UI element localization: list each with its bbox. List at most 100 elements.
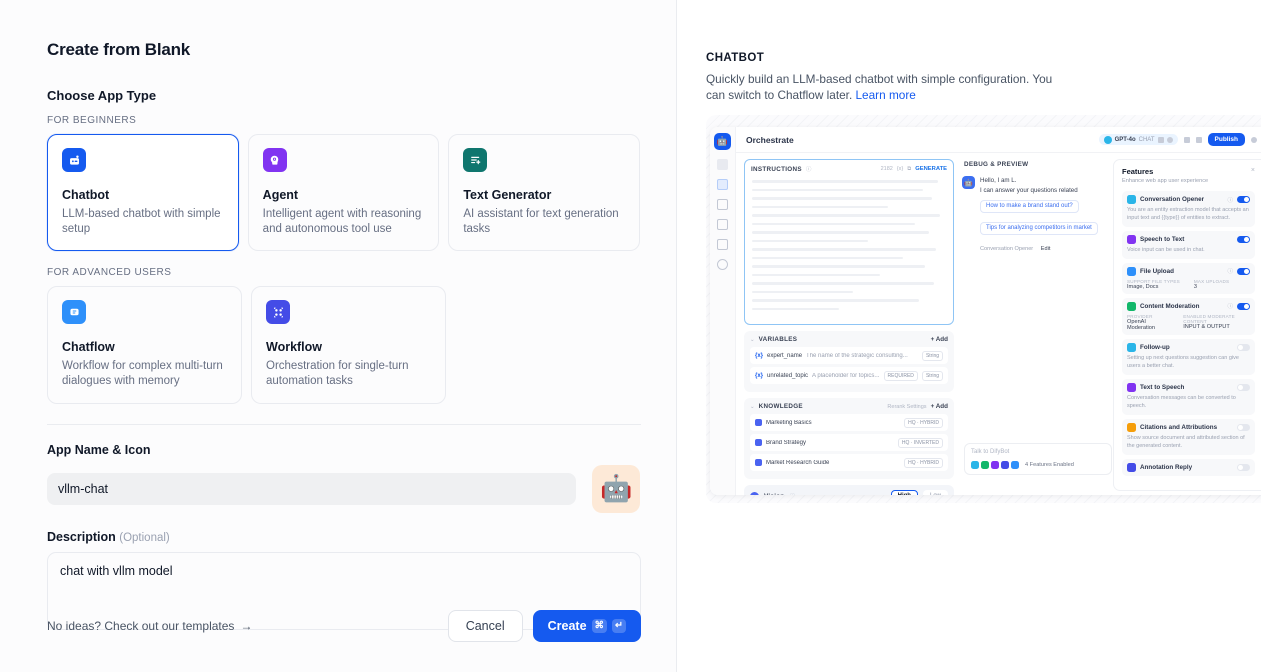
mock-app-title: Orchestrate [746, 134, 794, 145]
preview-description: Quickly build an LLM-based chatbot with … [706, 71, 1056, 104]
mock-config-column: INSTRUCTIONS ⓘ 2182 {x} ⧉ GENERATE [744, 159, 954, 495]
feature-body: Conversation messages can be converted t… [1127, 394, 1236, 409]
feature-name: File Upload [1140, 267, 1174, 275]
learn-more-link[interactable]: Learn more [855, 88, 916, 103]
suggestion-chip[interactable]: How to make a brand stand out? [980, 199, 1079, 213]
suggestion-chip[interactable]: Tips for analyzing competitors in market [980, 221, 1098, 235]
variable-type: String [921, 350, 943, 361]
instructions-header: INSTRUCTIONS ⓘ 2182 {x} ⧉ GENERATE [745, 160, 953, 178]
app-type-card-workflow[interactable]: Workflow Orchestration for single-turn a… [251, 286, 446, 404]
variable-token-icon: {x} [755, 372, 764, 379]
feature-item[interactable]: File Upload ⓘ SUPPORT FILE TYPES Image, … [1122, 262, 1255, 294]
feature-item[interactable]: Content Moderation ⓘ PROVIDER OpenAI Mod… [1122, 297, 1255, 335]
mock-model-selector[interactable]: GPT-4o CHAT [1098, 134, 1178, 145]
feature-toggle[interactable] [1237, 196, 1250, 203]
close-icon[interactable]: × [1250, 167, 1255, 174]
chatbot-icon [62, 148, 86, 172]
chevron-down-icon[interactable] [1183, 136, 1190, 143]
knowledge-title: KNOWLEDGE [758, 403, 803, 410]
bot-avatar-icon: 🤖 [962, 176, 975, 189]
app-icon-picker[interactable]: 🤖 [592, 464, 640, 513]
mock-publish-button[interactable]: Publish [1207, 133, 1245, 146]
variable-row[interactable]: {x} expert_name The name of the strategi… [750, 347, 948, 364]
opener-label: Conversation Opener [980, 245, 1034, 252]
dataset-icon [755, 419, 762, 426]
resolution-low-option[interactable]: Low [922, 490, 948, 495]
vision-icon [750, 491, 759, 495]
feature-name: Content Moderation [1140, 302, 1200, 310]
variable-desc: The name of the strategic consulting... [806, 352, 908, 359]
app-name-input[interactable] [47, 472, 577, 505]
feature-kv-value: 3 [1193, 283, 1197, 290]
model-eye-icon [1166, 136, 1173, 143]
app-type-card-chatflow[interactable]: Chatflow Workflow for complex multi-turn… [47, 286, 242, 404]
mock-sidebar-icon-docs [717, 219, 728, 230]
description-label: Description (Optional) [47, 530, 640, 544]
info-icon: ⓘ [790, 492, 796, 495]
mock-sidebar-icon-monitor [717, 239, 728, 250]
app-type-desc: AI assistant for text generation tasks [463, 208, 619, 235]
feature-item[interactable]: Annotation Reply [1122, 458, 1255, 476]
chat-input-placeholder: Talk to DifyBot [971, 449, 1010, 455]
feature-toggle[interactable] [1237, 302, 1250, 310]
create-button[interactable]: Create ⌘ ↵ [532, 610, 641, 642]
resolution-high-option[interactable]: High [890, 490, 918, 495]
mock-sidebar: 🤖 [710, 127, 736, 495]
knowledge-row[interactable]: Marketing Basics HQ · HYBRID [750, 414, 948, 431]
citations-icon [1127, 422, 1136, 432]
feature-item[interactable]: Follow-up Setting up next questions sugg… [1122, 338, 1255, 375]
workflow-icon [266, 300, 290, 325]
feature-toggle[interactable] [1237, 343, 1250, 351]
variable-row[interactable]: {x} unrelated_topic A placeholder for to… [750, 367, 948, 384]
feature-name: Annotation Reply [1140, 463, 1193, 471]
app-type-card-agent[interactable]: Agent Intelligent agent with reasoning a… [247, 134, 440, 252]
app-type-card-text-generator[interactable]: Text Generator AI assistant for text gen… [448, 134, 641, 252]
follow-up-icon [1127, 342, 1136, 352]
feature-item[interactable]: Citations and Attributions Show source d… [1122, 418, 1255, 455]
knowledge-row[interactable]: Brand Strategy HQ · INVERTED [750, 434, 948, 451]
group-label-advanced: FOR ADVANCED USERS [47, 267, 172, 279]
app-name-row: 🤖 [47, 464, 640, 513]
history-icon[interactable] [1251, 136, 1257, 143]
app-type-desc: LLM-based chatbot with simple setup [62, 208, 221, 235]
edit-opener-button[interactable]: Edit [1040, 245, 1051, 252]
variable-type: String [921, 370, 943, 381]
preview-panel: CHATBOT Quickly build an LLM-based chatb… [677, 0, 1261, 672]
tuner-icon[interactable] [1195, 136, 1202, 143]
add-knowledge-button[interactable]: + Add [930, 403, 948, 410]
cancel-button[interactable]: Cancel [447, 610, 523, 642]
instructions-panel: INSTRUCTIONS ⓘ 2182 {x} ⧉ GENERATE [744, 159, 954, 325]
chevron-down-icon[interactable]: ⌄ [750, 403, 755, 410]
chevron-down-icon[interactable]: ⌄ [750, 336, 755, 343]
feature-toggle[interactable] [1237, 463, 1250, 471]
feature-item[interactable]: Speech to Text Voice input can be used i… [1122, 230, 1255, 259]
knowledge-row[interactable]: Market Research Guide HQ · HYBRID [750, 454, 948, 471]
copy-icon[interactable]: ⧉ [907, 165, 912, 172]
feature-toggle[interactable] [1237, 423, 1250, 431]
feature-toggle[interactable] [1237, 383, 1250, 391]
vision-panel: Vision ⓘ RESOLUTION High Low [744, 485, 954, 495]
mock-chat-input-box[interactable]: Talk to DifyBot 4 Features Enabled [964, 443, 1112, 475]
variable-desc: A placeholder for topics... [812, 372, 880, 379]
feature-body: You are an entity extraction model that … [1127, 207, 1249, 221]
feature-item[interactable]: Text to Speech Conversation messages can… [1122, 378, 1255, 415]
feature-toggle[interactable] [1237, 235, 1250, 243]
app-type-card-chatbot[interactable]: Chatbot LLM-based chatbot with simple se… [47, 134, 239, 252]
generate-button[interactable]: GENERATE [915, 166, 947, 172]
rerank-settings-button[interactable]: Rerank Settings [887, 403, 927, 410]
add-variable-button[interactable]: + Add [930, 336, 948, 343]
app-type-name: Workflow [266, 340, 323, 355]
feature-item[interactable]: Conversation Opener ⓘ You are an entity … [1122, 191, 1255, 227]
feature-kv-key: MAX UPLOADS [1193, 278, 1230, 284]
app-type-name: Agent [262, 188, 299, 202]
beginner-card-row: Chatbot LLM-based chatbot with simple se… [47, 134, 641, 252]
variables-panel: ⌄ VARIABLES + Add {x} expert_name The na… [744, 331, 954, 392]
vision-label: Vision [764, 493, 785, 496]
feature-toggle[interactable] [1237, 267, 1250, 275]
chatflow-icon [62, 300, 86, 325]
description-optional: (Optional) [119, 531, 170, 544]
dialog-footer: No ideas? Check out our templates → Canc… [47, 610, 641, 642]
templates-link[interactable]: No ideas? Check out our templates → [47, 619, 252, 633]
feature-name: Citations and Attributions [1140, 423, 1218, 431]
